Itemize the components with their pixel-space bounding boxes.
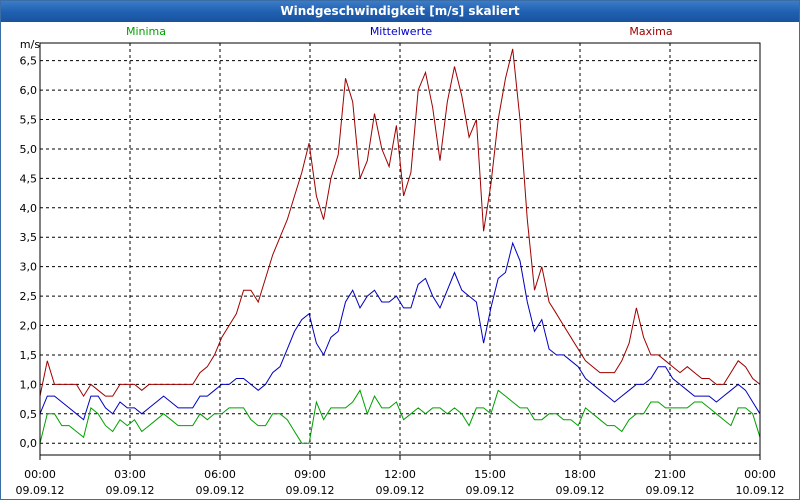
x-tick-time: 18:00 [564,468,596,481]
y-tick-label: 6,0 [20,84,38,97]
x-tick-time: 12:00 [384,468,416,481]
x-tick-date: 09.09.12 [286,484,335,497]
x-tick-date: 09.09.12 [196,484,245,497]
x-tick-time: 06:00 [204,468,236,481]
x-tick-labels: 00:00 09.09.12 03:00 09.09.12 06:00 09.09.12 0… [16,455,785,497]
y-tick-label: 3,0 [20,261,38,274]
y-tick-labels: 0,0 0,5 1,0 1,5 2,0 2,5 3,0 3,5 4,0 4,5 5,0 5,5 6,0 6… [20,55,38,451]
legend-maxima: Maxima [629,25,672,38]
x-tick-time: 00:00 [24,468,56,481]
series-line-minima [39,389,761,444]
grid-lines [40,43,760,455]
x-tick-time: 15:00 [474,468,506,481]
y-axis-unit-label: m/s [20,38,40,51]
x-tick-time: 09:00 [294,468,326,481]
y-tick-label: 5,0 [20,143,38,156]
y-tick-label: 0,0 [20,437,38,450]
series-line-mittelwerte [39,241,761,421]
x-tick-date: 09.09.12 [16,484,65,497]
y-tick-label: 4,5 [20,172,38,185]
x-tick-date: 09.09.12 [556,484,605,497]
window-title: Windgeschwindigkeit [m/s] skaliert [1,1,799,22]
x-tick-time: 21:00 [654,468,686,481]
x-tick-date: 09.09.12 [376,484,425,497]
x-tick-time: 00:00 [744,468,776,481]
y-tick-label: 1,0 [20,378,38,391]
x-tick-date: 10.09.12 [736,484,785,497]
legend-mittelwerte: Mittelwerte [370,25,433,38]
y-tick-label: 2,0 [20,320,38,333]
series-line-maxima [39,48,761,398]
y-tick-label: 0,5 [20,408,38,421]
series-lines [39,48,761,444]
x-tick-time: 03:00 [114,468,146,481]
y-tick-label: 3,5 [20,231,38,244]
legend-minima: Minima [126,25,166,38]
x-tick-date: 09.09.12 [106,484,155,497]
y-tick-label: 1,5 [20,349,38,362]
y-tick-label: 2,5 [20,290,38,303]
x-tick-date: 09.09.12 [466,484,515,497]
y-tick-label: 6,5 [20,55,38,68]
x-tick-date: 09.09.12 [646,484,695,497]
y-tick-label: 5,5 [20,114,38,127]
y-tick-label: 4,0 [20,202,38,215]
